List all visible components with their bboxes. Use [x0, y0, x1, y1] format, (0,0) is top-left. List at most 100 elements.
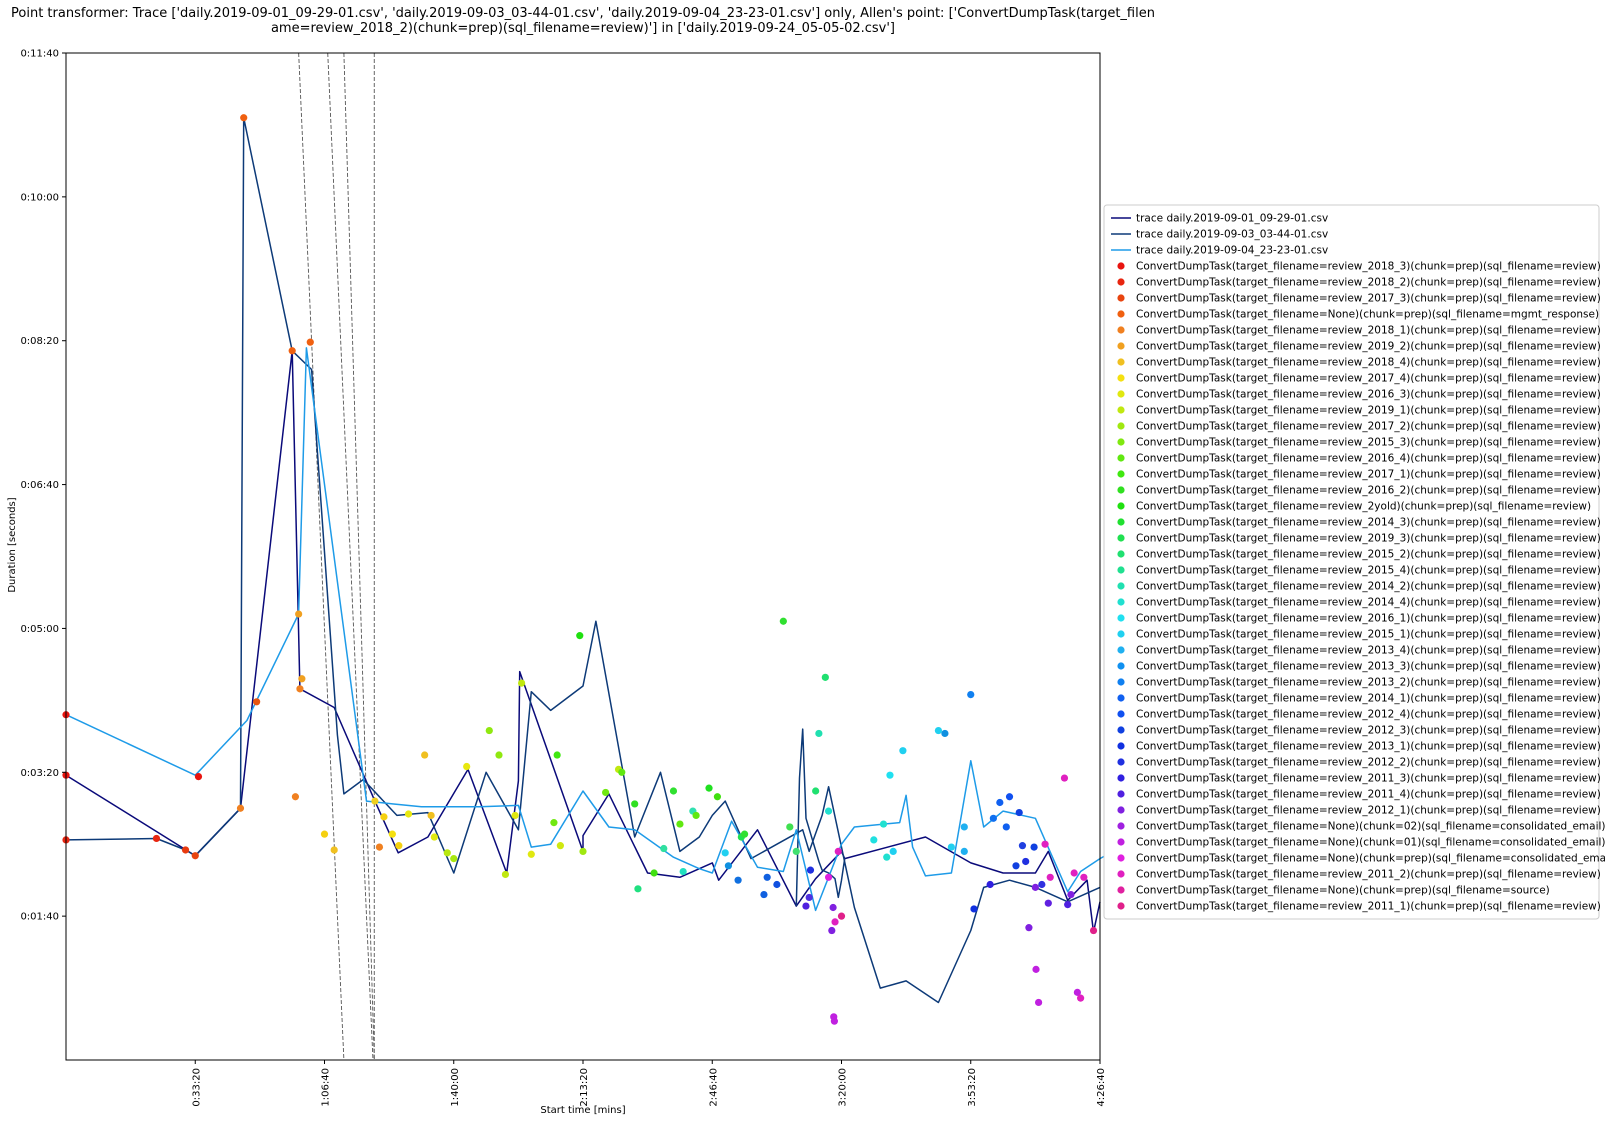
legend-point-label: ConvertDumpTask(target_filename=review_2…	[1136, 629, 1601, 641]
data-point	[870, 836, 878, 844]
series-line-1	[65, 116, 1101, 1004]
legend-point-swatch	[1117, 406, 1125, 414]
data-point	[501, 870, 510, 879]
data-point	[806, 866, 815, 874]
chart-title-line-1: Point transformer: Trace ['daily.2019-09…	[11, 6, 1155, 21]
data-point	[518, 679, 526, 687]
legend-point-swatch	[1117, 550, 1125, 558]
legend-line-label: trace daily.2019-09-03_03-44-01.csv	[1136, 229, 1328, 241]
data-point	[421, 751, 429, 759]
data-point	[821, 673, 829, 681]
data-point	[556, 842, 564, 850]
legend-point-label: ConvertDumpTask(target_filename=review_2…	[1136, 677, 1601, 689]
legend-point-swatch	[1117, 614, 1125, 622]
data-point	[986, 880, 994, 889]
legend-point-swatch	[1117, 806, 1125, 814]
legend-point-label: ConvertDumpTask(target_filename=None)(ch…	[1136, 309, 1599, 321]
y-tick-label: 0:03:20	[20, 768, 59, 779]
x-tick-label: 4:26:40	[1096, 1068, 1107, 1107]
data-point	[576, 632, 584, 640]
data-point	[306, 338, 314, 346]
legend-point-label: ConvertDumpTask(target_filename=review_2…	[1136, 277, 1601, 289]
series-line-2	[795, 728, 846, 907]
data-point	[960, 823, 968, 831]
data-point	[240, 114, 248, 122]
legend-point-label: ConvertDumpTask(target_filename=review_2…	[1136, 597, 1601, 609]
data-point	[485, 726, 493, 735]
y-tick-label: 0:05:00	[20, 624, 59, 635]
legend-point-swatch	[1117, 758, 1125, 766]
legend-point-label: ConvertDumpTask(target_filename=review_2…	[1136, 869, 1601, 881]
legend-point-swatch	[1117, 726, 1125, 734]
data-point	[495, 751, 503, 759]
data-point	[879, 820, 888, 828]
data-point	[1025, 924, 1033, 932]
legend-point-label: ConvertDumpTask(target_filename=None)(ch…	[1136, 885, 1550, 897]
data-point	[828, 926, 836, 935]
legend-point-swatch	[1117, 278, 1125, 286]
legend-point-swatch	[1117, 438, 1125, 446]
legend-point-swatch	[1117, 374, 1125, 382]
legend-point-label: ConvertDumpTask(target_filename=review_2…	[1136, 485, 1601, 497]
data-point	[721, 849, 729, 857]
data-point	[634, 885, 642, 893]
data-point	[960, 847, 968, 856]
legend-point-swatch	[1117, 342, 1125, 350]
data-point	[792, 847, 800, 856]
data-point	[443, 849, 451, 857]
legend-point-label: ConvertDumpTask(target_filename=review_2…	[1136, 261, 1601, 273]
legend-point-swatch	[1117, 630, 1125, 638]
data-point	[380, 813, 388, 821]
x-axis-label: Start time [mins]	[540, 1105, 625, 1116]
legend-point-swatch	[1117, 262, 1125, 270]
data-point	[886, 771, 894, 779]
data-point	[152, 834, 161, 843]
data-point	[660, 844, 668, 853]
data-point	[989, 814, 997, 822]
x-tick-label: 2:46:40	[708, 1068, 719, 1107]
data-point	[511, 811, 519, 820]
legend-point-label: ConvertDumpTask(target_filename=review_2…	[1136, 773, 1601, 785]
data-point	[705, 784, 713, 792]
legend-point-swatch	[1117, 454, 1125, 462]
legend-point-label: ConvertDumpTask(target_filename=review_2…	[1136, 741, 1601, 753]
data-point	[934, 726, 943, 735]
legend-point-label: ConvertDumpTask(target_filename=review_2…	[1136, 789, 1601, 801]
data-point	[947, 843, 955, 851]
legend-point-swatch	[1117, 294, 1125, 302]
data-point	[1046, 873, 1054, 881]
data-point	[618, 768, 626, 776]
legend-point-swatch	[1117, 422, 1125, 430]
x-tick-label: 0:33:20	[191, 1068, 202, 1107]
data-point	[812, 787, 820, 795]
legend-point-label: ConvertDumpTask(target_filename=review_2…	[1136, 389, 1601, 401]
x-tick-label: 2:13:20	[579, 1068, 590, 1107]
legend-point-label: ConvertDumpTask(target_filename=review_2…	[1136, 357, 1601, 369]
data-point	[941, 729, 949, 738]
data-point	[815, 729, 823, 738]
dashed-connector-2	[343, 52, 375, 1061]
series-lines	[65, 116, 1114, 1004]
dashed-connector-0	[298, 52, 345, 1061]
data-point	[404, 810, 413, 818]
x-axis-ticks: 0:33:20 1:06:40 1:40:00 2:13:20 2:46:40 3:20:…	[191, 1060, 1107, 1107]
legend-point-label: ConvertDumpTask(target_filename=review_2…	[1136, 805, 1601, 817]
legend-point-label: ConvertDumpTask(target_filename=None)(ch…	[1136, 821, 1605, 833]
y-tick-label: 0:11:40	[20, 49, 59, 60]
data-point	[805, 893, 813, 902]
legend-point-swatch	[1117, 470, 1125, 478]
legend-point-swatch	[1117, 790, 1125, 798]
data-point	[831, 918, 839, 926]
data-point	[1089, 926, 1098, 935]
legend-point-swatch	[1117, 854, 1125, 862]
data-point	[463, 762, 471, 771]
legend-point-label: ConvertDumpTask(target_filename=review_2…	[1136, 373, 1601, 385]
legend-point-label: ConvertDumpTask(target_filename=review_2…	[1136, 293, 1601, 305]
data-point	[550, 819, 558, 827]
data-point	[1080, 873, 1088, 881]
data-point	[253, 698, 261, 706]
legend-point-swatch	[1117, 822, 1125, 830]
legend-point-swatch	[1117, 518, 1125, 526]
data-point	[291, 793, 300, 801]
